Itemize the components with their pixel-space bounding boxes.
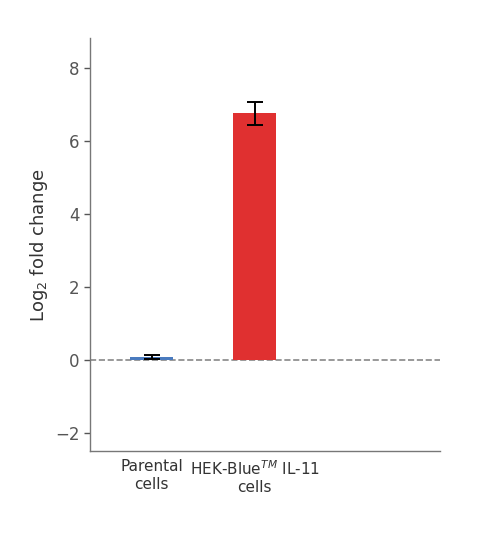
Bar bbox=[130, 357, 174, 360]
Bar bbox=[233, 113, 276, 360]
Y-axis label: Log$_2$ fold change: Log$_2$ fold change bbox=[28, 168, 50, 322]
